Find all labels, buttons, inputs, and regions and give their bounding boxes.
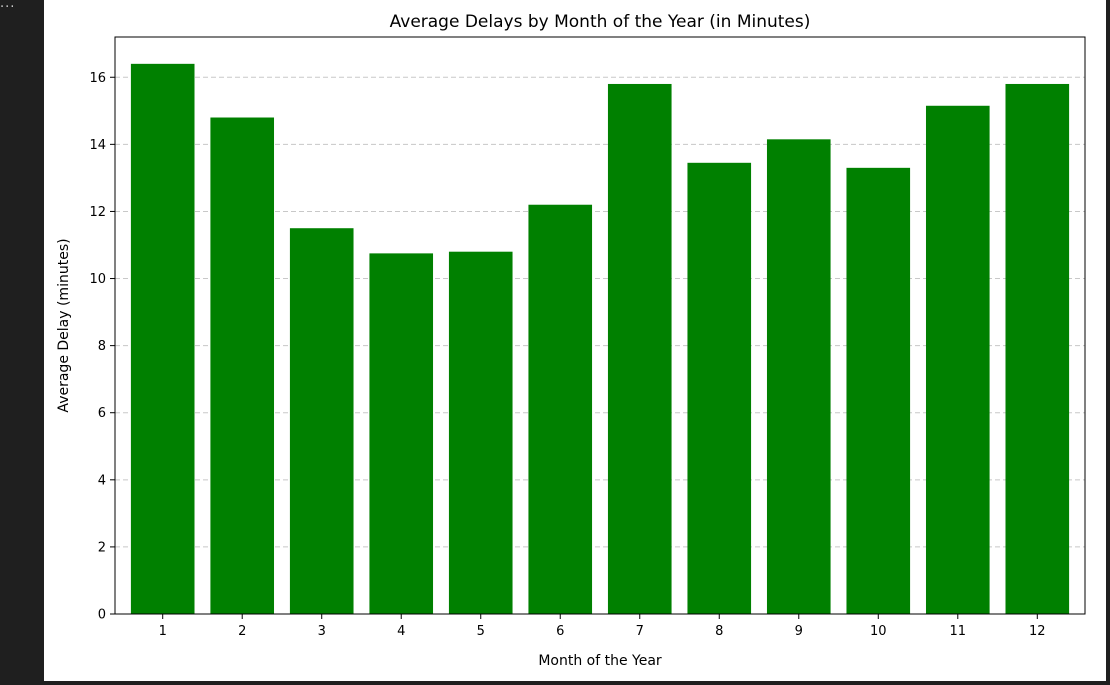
x-tick-label: 10: [870, 624, 887, 639]
y-tick-label: 8: [98, 339, 106, 354]
x-tick-label: 12: [1029, 624, 1046, 639]
x-tick-label: 1: [159, 624, 167, 639]
x-tick-label: 8: [715, 624, 723, 639]
bar-month-6: [528, 204, 593, 615]
x-axis-ticks: 1 2 3 4 5 6 7 8 9 10 11 12: [159, 614, 1046, 639]
y-tick-label: 4: [98, 473, 106, 488]
x-tick-label: 5: [477, 624, 485, 639]
chart-figure: Average Delays by Month of the Year (in …: [44, 0, 1106, 681]
bar-month-1: [130, 63, 195, 614]
y-tick-label: 6: [98, 406, 106, 421]
y-tick-label: 16: [89, 71, 106, 86]
x-tick-label: 7: [636, 624, 644, 639]
bar-month-8: [687, 162, 752, 614]
y-tick-label: 14: [89, 138, 106, 153]
x-tick-label: 4: [397, 624, 405, 639]
x-axis-title: Month of the Year: [538, 653, 662, 669]
bar-month-7: [607, 83, 672, 615]
bar-month-2: [210, 117, 275, 614]
bar-month-10: [846, 167, 911, 614]
y-axis-ticks: 0 2 4 6 8 10 12 14 16: [89, 71, 115, 623]
chart-title: Average Delays by Month of the Year (in …: [390, 12, 811, 32]
bar-month-3: [289, 228, 354, 614]
bar-month-9: [766, 139, 831, 614]
y-tick-label: 10: [89, 272, 106, 287]
x-tick-label: 6: [556, 624, 564, 639]
y-tick-label: 12: [89, 205, 106, 220]
x-tick-label: 2: [238, 624, 246, 639]
plot-area-frame: [114, 36, 1086, 615]
y-tick-label: 0: [98, 608, 106, 623]
bar-chart: Average Delays by Month of the Year (in …: [56, 12, 1086, 669]
grid-lines: [115, 76, 1085, 615]
bar-month-12: [1005, 83, 1070, 615]
x-tick-label: 3: [318, 624, 326, 639]
output-ellipsis[interactable]: ...: [0, 0, 16, 11]
y-tick-label: 2: [98, 540, 106, 555]
bars: [130, 63, 1070, 615]
bar-month-5: [448, 251, 513, 614]
bar-month-4: [369, 253, 434, 614]
y-axis-title: Average Delay (minutes): [56, 238, 72, 412]
bar-month-11: [925, 105, 990, 614]
x-tick-label: 9: [795, 624, 803, 639]
x-tick-label: 11: [950, 624, 967, 639]
